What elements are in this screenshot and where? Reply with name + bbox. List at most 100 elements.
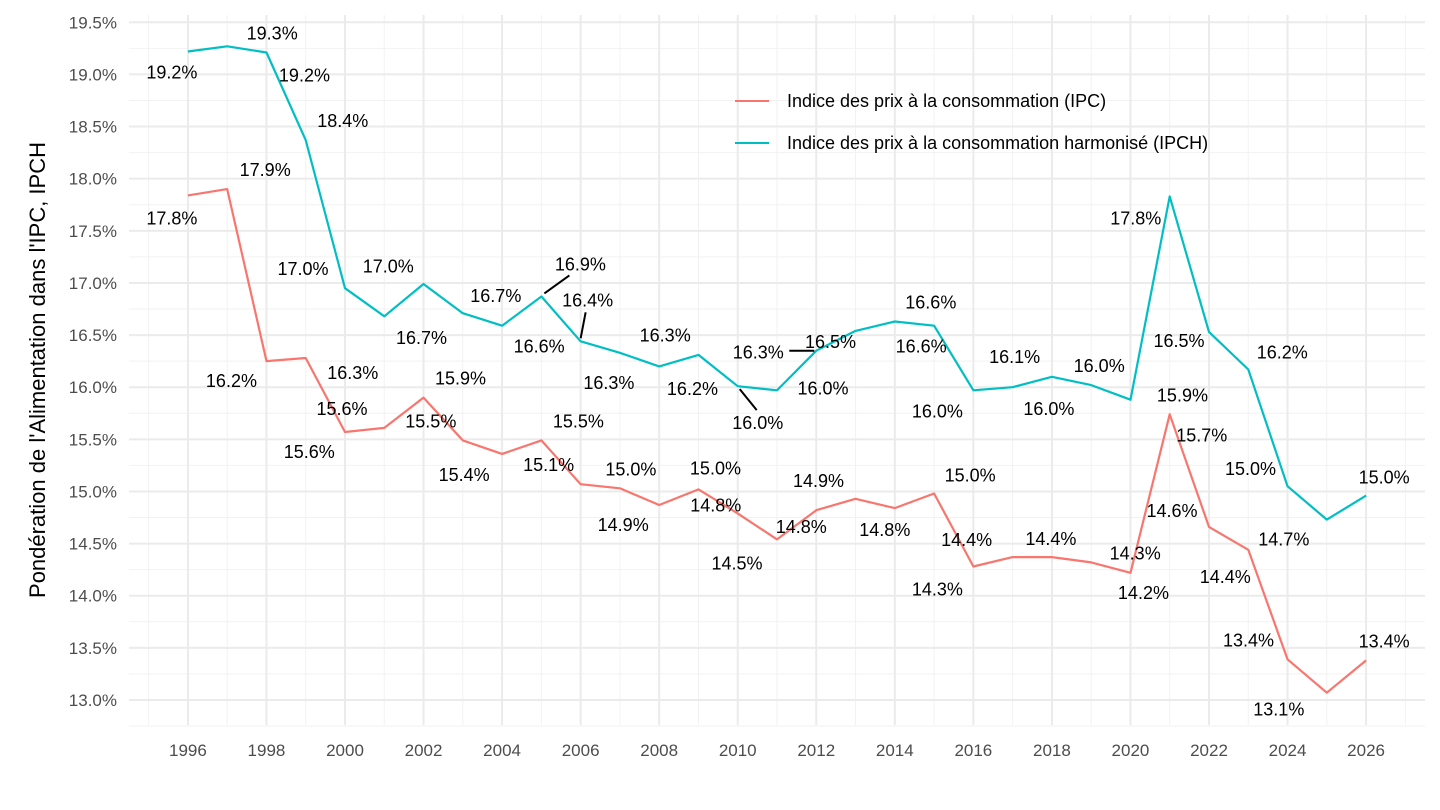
data-label: 15.0% <box>605 459 656 479</box>
y-tick-label: 16.5% <box>69 326 117 345</box>
data-label: 16.5% <box>1153 331 1204 351</box>
data-label: 13.4% <box>1359 631 1410 651</box>
data-label: 16.3% <box>733 343 784 363</box>
x-tick-label: 2014 <box>876 741 914 760</box>
data-label: 15.4% <box>439 465 490 485</box>
data-label: 15.0% <box>1225 459 1276 479</box>
data-label: 14.4% <box>1025 529 1076 549</box>
x-tick-label: 2008 <box>640 741 678 760</box>
data-label: 16.4% <box>562 290 613 310</box>
data-label: 14.8% <box>690 495 741 515</box>
legend: Indice des prix à la consommation (IPC) … <box>735 91 1208 153</box>
x-tick-label: 2024 <box>1269 741 1307 760</box>
data-label: 15.0% <box>1359 468 1410 488</box>
x-tick-label: 2020 <box>1112 741 1150 760</box>
data-label: 15.0% <box>690 458 741 478</box>
data-label: 15.6% <box>284 442 335 462</box>
x-tick-label: 2010 <box>719 741 757 760</box>
data-label: 17.8% <box>146 208 197 228</box>
series-lines <box>187 45 1367 694</box>
x-tick-label: 2026 <box>1347 741 1385 760</box>
data-label: 14.3% <box>1110 543 1161 563</box>
y-tick-label: 15.5% <box>69 430 117 449</box>
label-leader-line <box>543 274 570 295</box>
data-label: 16.0% <box>1074 356 1125 376</box>
y-tick-label: 17.5% <box>69 222 117 241</box>
x-tick-label: 2004 <box>483 741 521 760</box>
series-line-ipch <box>187 45 1367 521</box>
data-label: 14.4% <box>1200 567 1251 587</box>
x-tick-label: 2022 <box>1190 741 1228 760</box>
y-tick-label: 18.5% <box>69 118 117 137</box>
y-tick-label: 14.0% <box>69 587 117 606</box>
data-label: 15.0% <box>945 466 996 486</box>
data-label: 15.5% <box>553 411 604 431</box>
y-tick-label: 19.5% <box>69 13 117 32</box>
data-label: 16.5% <box>805 332 856 352</box>
data-label: 16.0% <box>912 401 963 421</box>
x-tick-label: 2002 <box>405 741 443 760</box>
data-labels: 17.8% 17.9% 16.2% 16.3% 15.6% 15.6% 15.9% 15.5%… <box>146 23 1409 719</box>
data-label: 14.9% <box>598 515 649 535</box>
data-label: 18.4% <box>317 111 368 131</box>
data-label: 17.8% <box>1110 208 1161 228</box>
label-leader-line <box>738 388 758 411</box>
legend-label-ipc: Indice des prix à la consommation (IPC) <box>787 91 1106 111</box>
y-tick-label: 13.0% <box>69 691 117 710</box>
y-axis-title: Pondération de l'Alimentation dans l'IPC… <box>25 142 50 598</box>
data-label: 14.9% <box>793 471 844 491</box>
data-label: 15.7% <box>1176 425 1227 445</box>
data-label: 14.3% <box>912 580 963 600</box>
y-tick-label: 17.0% <box>69 274 117 293</box>
data-label: 13.1% <box>1253 700 1304 720</box>
data-label: 16.9% <box>555 254 606 274</box>
y-tick-label: 19.0% <box>69 65 117 84</box>
data-label: 16.6% <box>905 293 956 313</box>
data-label: 13.4% <box>1223 630 1274 650</box>
data-label: 16.1% <box>989 347 1040 367</box>
data-label: 19.3% <box>247 23 298 43</box>
label-leader-line <box>579 312 587 339</box>
grid <box>129 15 1425 727</box>
data-label: 17.0% <box>277 259 328 279</box>
series-line-ipc <box>187 188 1367 694</box>
data-label: 15.5% <box>405 411 456 431</box>
x-tick-label: 2018 <box>1033 741 1071 760</box>
y-tick-label: 18.0% <box>69 170 117 189</box>
x-tick-label: 1996 <box>169 741 207 760</box>
data-label: 16.6% <box>514 337 565 357</box>
x-tick-label: 2006 <box>562 741 600 760</box>
data-label: 16.3% <box>583 373 634 393</box>
x-tick-label: 1998 <box>248 741 286 760</box>
data-label: 15.9% <box>1157 386 1208 406</box>
data-label: 16.6% <box>896 337 947 357</box>
x-axis-ticks: 1996 1998 2000 2002 2004 2006 2008 2010 2012 2014… <box>169 741 1385 760</box>
x-tick-label: 2016 <box>954 741 992 760</box>
data-label: 14.5% <box>711 553 762 573</box>
data-label: 16.7% <box>470 286 521 306</box>
data-label: 16.0% <box>732 413 783 433</box>
data-label: 14.6% <box>1146 501 1197 521</box>
y-tick-label: 15.0% <box>69 482 117 501</box>
data-label: 14.2% <box>1118 583 1169 603</box>
data-label: 15.1% <box>523 455 574 475</box>
data-label: 16.0% <box>797 378 848 398</box>
y-tick-label: 14.5% <box>69 535 117 554</box>
data-label: 14.4% <box>941 530 992 550</box>
y-axis-ticks: 13.0% 13.5% 14.0% 14.5% 15.0% 15.5% 16.0% 16.5%… <box>69 13 117 710</box>
data-label: 17.0% <box>363 256 414 276</box>
data-label: 17.9% <box>240 160 291 180</box>
data-label: 16.2% <box>206 371 257 391</box>
data-label: 16.2% <box>1257 342 1308 362</box>
data-label: 15.6% <box>316 399 367 419</box>
data-label: 16.0% <box>1023 399 1074 419</box>
y-tick-label: 16.0% <box>69 378 117 397</box>
data-label: 14.8% <box>776 517 827 537</box>
x-tick-label: 2000 <box>326 741 364 760</box>
data-label: 19.2% <box>146 62 197 82</box>
data-label: 16.7% <box>396 328 447 348</box>
y-tick-label: 13.5% <box>69 639 117 658</box>
x-tick-label: 2012 <box>797 741 835 760</box>
data-label: 16.3% <box>640 325 691 345</box>
